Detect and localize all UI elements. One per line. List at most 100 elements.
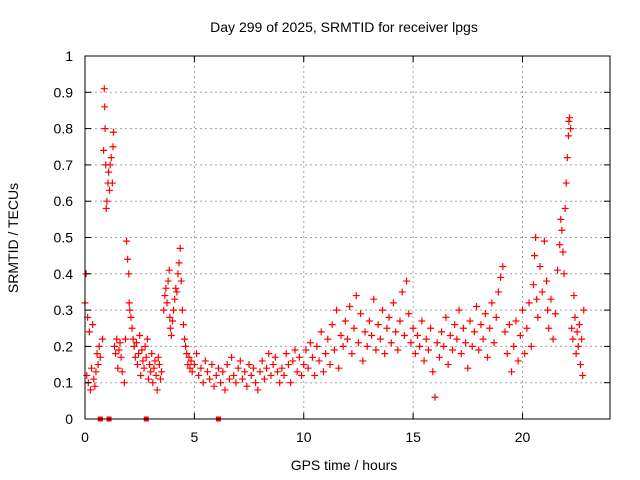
- data-point: [190, 361, 198, 369]
- data-point: [141, 342, 149, 350]
- data-point: [123, 237, 131, 245]
- data-point: [284, 361, 292, 369]
- data-point: [560, 270, 568, 278]
- data-point: [258, 357, 266, 365]
- x-axis-title: GPS time / hours: [291, 457, 398, 473]
- grid: [85, 56, 610, 419]
- data-point: [568, 324, 576, 332]
- data-point: [359, 357, 367, 365]
- data-point: [337, 332, 345, 340]
- data-point: [195, 371, 203, 379]
- data-point: [438, 328, 446, 336]
- data-point: [197, 364, 205, 372]
- data-point: [543, 277, 551, 285]
- data-point: [481, 310, 489, 318]
- data-point: [341, 317, 349, 325]
- data-point: [464, 364, 472, 372]
- data-point: [178, 306, 186, 314]
- data-point: [449, 346, 456, 354]
- data-point: [150, 364, 158, 372]
- data-point: [101, 125, 109, 133]
- data-point: [354, 339, 362, 347]
- data-point: [182, 342, 190, 350]
- data-point: [117, 353, 125, 361]
- data-point: [374, 321, 382, 329]
- data-point: [396, 317, 404, 325]
- data-point: [120, 379, 128, 387]
- data-point: [276, 379, 284, 387]
- data-point: [247, 371, 255, 379]
- data-point: [580, 306, 588, 314]
- data-point: [379, 306, 386, 314]
- data-point: [154, 353, 162, 361]
- data-point: [462, 339, 470, 347]
- data-point: [490, 339, 498, 347]
- data-point: [363, 342, 371, 350]
- data-point: [166, 313, 174, 321]
- data-point: [109, 128, 117, 136]
- data-point: [164, 277, 172, 285]
- data-point: [545, 324, 553, 332]
- data-points: [81, 85, 588, 422]
- data-point: [293, 368, 301, 376]
- data-point: [105, 168, 113, 176]
- data-point: [225, 375, 233, 383]
- data-point: [311, 371, 319, 379]
- data-point: [174, 270, 182, 278]
- data-point: [147, 368, 155, 376]
- data-point: [100, 146, 108, 154]
- data-point: [398, 288, 406, 296]
- data-point: [181, 335, 189, 343]
- data-point: [219, 368, 227, 376]
- data-point: [210, 382, 218, 390]
- data-point: [557, 215, 565, 223]
- data-point: [486, 324, 494, 332]
- data-point: [139, 357, 147, 365]
- data-point: [459, 324, 467, 332]
- data-point: [433, 339, 441, 347]
- data-point: [158, 368, 166, 376]
- data-point: [129, 335, 137, 343]
- data-point: [287, 379, 295, 387]
- data-point: [265, 350, 273, 358]
- data-point: [566, 114, 574, 122]
- y-tick-label: 0.9: [54, 84, 74, 100]
- y-tick-label: 1: [65, 48, 73, 64]
- data-point: [118, 368, 126, 376]
- data-point: [322, 350, 330, 358]
- data-point: [103, 197, 111, 205]
- data-point: [302, 346, 310, 354]
- data-point: [86, 386, 94, 394]
- data-point: [533, 295, 541, 303]
- data-point: [394, 346, 402, 354]
- data-point: [112, 350, 120, 358]
- y-tick-label: 0.6: [54, 193, 74, 209]
- data-point: [330, 346, 338, 354]
- data-point: [252, 379, 260, 387]
- data-point: [494, 288, 502, 296]
- data-point: [278, 364, 286, 372]
- data-point: [106, 186, 113, 194]
- data-point: [531, 252, 539, 260]
- data-point: [166, 324, 174, 332]
- data-point: [100, 85, 108, 93]
- data-point: [370, 295, 378, 303]
- data-point: [161, 292, 169, 300]
- data-point: [204, 368, 211, 376]
- data-point: [315, 357, 323, 365]
- data-point: [177, 277, 185, 285]
- data-point: [146, 361, 154, 369]
- data-point: [92, 368, 100, 376]
- data-point: [523, 324, 531, 332]
- data-point: [298, 371, 306, 379]
- data-point: [519, 306, 526, 314]
- y-tick-label: 0.3: [54, 302, 74, 318]
- data-point: [151, 357, 159, 365]
- y-tick-label: 0.7: [54, 157, 74, 173]
- data-point: [400, 332, 408, 340]
- data-point: [114, 364, 122, 372]
- data-point: [143, 335, 151, 343]
- data-point: [416, 342, 424, 350]
- data-point: [505, 321, 513, 329]
- data-point: [184, 361, 192, 369]
